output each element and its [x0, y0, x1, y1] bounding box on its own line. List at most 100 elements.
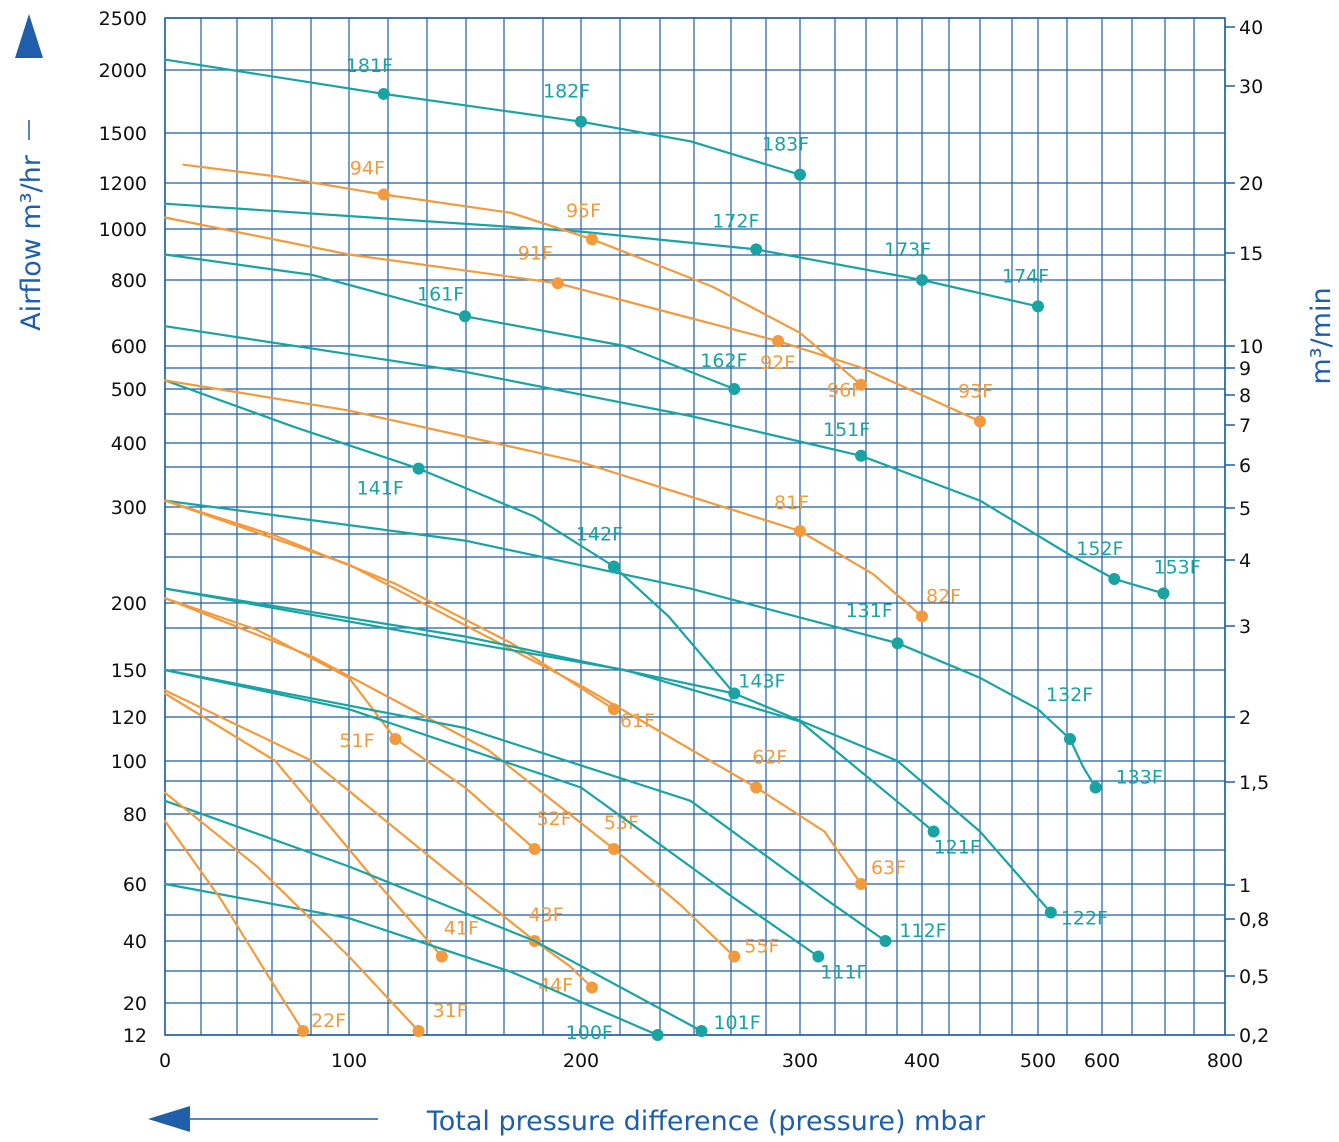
data-label-63F: 63F: [871, 857, 906, 879]
data-label-101F: 101F: [713, 1012, 760, 1034]
data-label-91F: 91F: [518, 242, 553, 264]
series-line-93F: [777, 340, 982, 423]
series-line-100F: [163, 882, 659, 1037]
series-line-162F: [463, 315, 736, 391]
y-left-axis-title: Airflow m³/hr: [16, 154, 47, 331]
series-174F: 174F: [920, 265, 1049, 313]
y-right-tick-label: 15: [1239, 243, 1263, 265]
data-point-183F: [794, 168, 806, 181]
data-point-93F: [974, 415, 986, 428]
data-label-92F: 92F: [760, 352, 795, 374]
series-52F: 52F: [394, 737, 572, 855]
series-line-112F: [163, 668, 887, 943]
data-label-111F: 111F: [820, 962, 867, 984]
series-63F: 63F: [755, 786, 906, 890]
series-122F: 122F: [163, 587, 1108, 930]
data-label-141F: 141F: [357, 478, 404, 500]
y-left-tick-label: 150: [111, 660, 147, 682]
series-22F: 22F: [163, 819, 346, 1037]
y-right-tick-label: 10: [1239, 336, 1263, 358]
y-right-tick-label: 1: [1239, 875, 1251, 897]
data-point-82F: [916, 610, 928, 623]
y-right-tick-label: 1,5: [1239, 772, 1269, 794]
data-label-161F: 161F: [417, 283, 464, 305]
series-133F: 133F: [1068, 737, 1163, 794]
data-point-101F: [695, 1025, 708, 1037]
y-left-tick-label: 100: [111, 751, 147, 773]
y-left-tick-label: 40: [123, 931, 147, 953]
series-41F: 41F: [163, 692, 479, 963]
series-line-133F: [1068, 737, 1097, 789]
data-label-62F: 62F: [752, 747, 787, 769]
y-left-tick-label: 400: [111, 433, 147, 455]
data-label-93F: 93F: [958, 380, 993, 402]
y-right-tick-label: 4: [1239, 550, 1251, 572]
data-label-96F: 96F: [827, 380, 862, 402]
y-left-tick-label: 120: [111, 707, 147, 729]
series-line-182F: [382, 92, 583, 123]
y-left-tick-label: 300: [111, 497, 147, 519]
data-label-143F: 143F: [738, 671, 785, 693]
y-axis-arrow: [15, 14, 43, 140]
series-55F: 55F: [612, 847, 779, 963]
series-111F: 111F: [163, 668, 868, 984]
data-label-112F: 112F: [899, 920, 946, 942]
series-line-94F: [182, 163, 385, 196]
series-line-143F: [612, 565, 736, 695]
y-right-axis-title: m³/min: [1306, 287, 1337, 384]
series-line-152F: [859, 454, 1116, 581]
series-line-82F: [798, 529, 924, 618]
series-line-181F: [163, 58, 385, 95]
x-tick-label: 400: [904, 1050, 940, 1072]
y-left-tick-label: 20: [123, 993, 147, 1015]
data-label-131F: 131F: [846, 600, 893, 622]
data-label-53F: 53F: [604, 812, 639, 834]
data-label-22F: 22F: [311, 1010, 346, 1032]
up-arrow-icon: [15, 14, 43, 58]
y-right-tick-label: 0,5: [1239, 966, 1269, 988]
series-line-121F: [163, 587, 935, 833]
series-line-53F: [163, 597, 615, 851]
series-line-92F: [556, 282, 780, 343]
x-tick-label: 100: [331, 1050, 367, 1072]
y-right-tick-label: 3: [1239, 616, 1251, 638]
y-right-tick-label: 30: [1239, 76, 1263, 98]
series-line-132F: [896, 642, 1072, 741]
series-line-43F: [163, 689, 536, 943]
data-label-55F: 55F: [744, 936, 779, 958]
data-point-153F: [1157, 587, 1170, 600]
y-right-tick-label: 0,2: [1239, 1025, 1269, 1047]
series-82F: 82F: [798, 529, 961, 623]
series-line-31F: [163, 791, 420, 1033]
y-right-tick-label: 8: [1239, 385, 1251, 407]
data-point-63F: [855, 878, 867, 890]
series-line-91F: [163, 216, 559, 285]
series-line-52F: [394, 737, 536, 851]
y-right-tick-label: 20: [1239, 173, 1263, 195]
series-44F: 44F: [533, 939, 598, 997]
series-line-172F: [163, 202, 758, 251]
data-point-55F: [728, 950, 741, 963]
x-tick-label: 0: [159, 1050, 171, 1072]
series-182F: 182F: [382, 81, 590, 128]
series-line-141F: [163, 379, 420, 470]
y-left-tick-label: 2500: [99, 8, 147, 30]
ticks-layer: 0 100 200 300 400 500 600 800250020001500120010…: [99, 8, 1270, 1072]
y-left-tick-label: 80: [123, 804, 147, 826]
series-153F: 153F: [1113, 556, 1201, 600]
y-left-tick-label: 60: [123, 874, 147, 896]
series-183F: 183F: [579, 120, 809, 181]
data-point-31F: [412, 1025, 425, 1037]
series-line-55F: [612, 847, 736, 958]
data-label-41F: 41F: [444, 918, 479, 940]
series-line-183F: [579, 120, 802, 176]
data-label-142F: 142F: [576, 524, 623, 546]
x-axis-title: Total pressure difference (pressure) mba…: [426, 1106, 986, 1137]
series-line-174F: [920, 278, 1040, 308]
data-label-94F: 94F: [350, 158, 385, 180]
series-line-22F: [163, 819, 305, 1033]
data-label-82F: 82F: [926, 585, 961, 607]
data-point-121F: [927, 825, 940, 838]
x-tick-label: 300: [782, 1050, 818, 1072]
